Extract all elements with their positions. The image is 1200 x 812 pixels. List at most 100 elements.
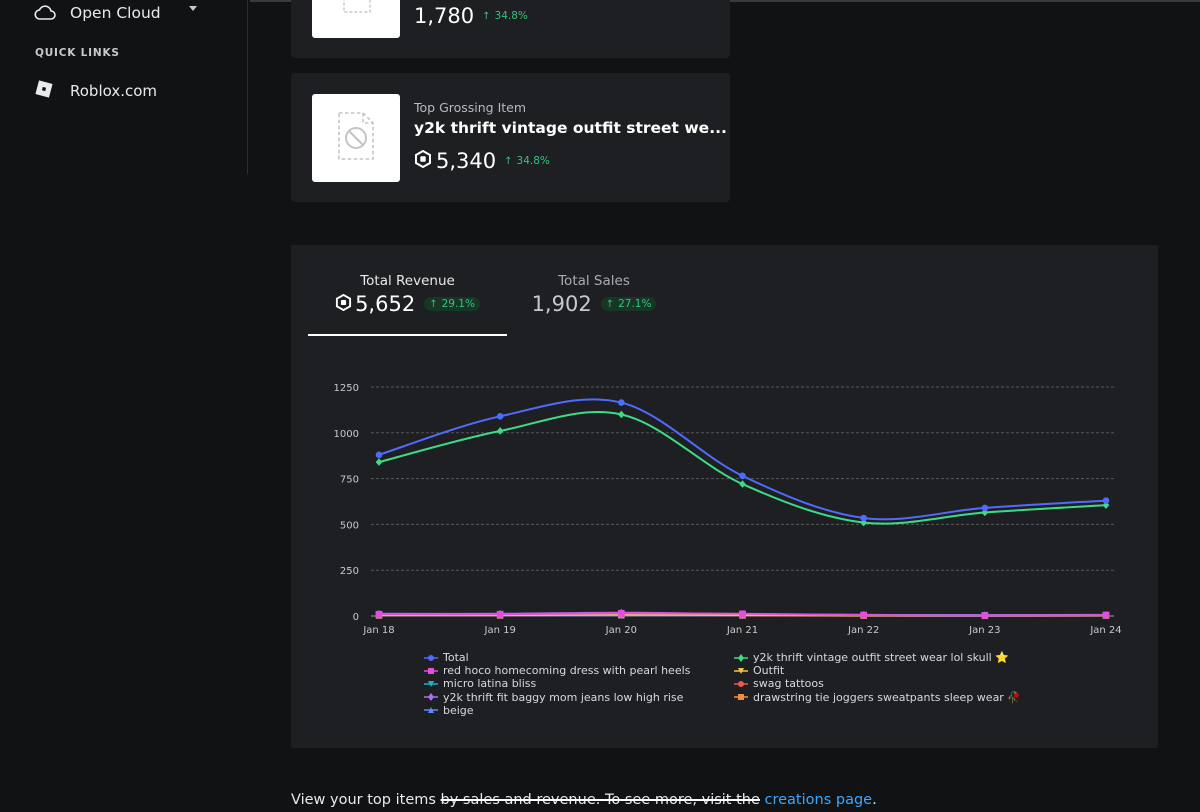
x-tick-label: Jan 22 [847,625,879,636]
quick-link-roblox[interactable]: Roblox.com [34,79,157,103]
card-label: Top Grossing Item [414,100,527,115]
creations-page-link[interactable]: creations page [764,792,873,808]
footer-description: View your top items by sales and revenue… [291,792,877,808]
robux-icon [414,149,432,172]
legend-item[interactable]: drawstring tie joggers sweatpants sleep … [734,691,1021,704]
data-point [981,504,989,512]
data-point [375,458,383,466]
data-point [1102,497,1110,504]
arrow-up-icon: ↑ [504,155,513,167]
legend-label: drawstring tie joggers sweatpants sleep … [753,690,1022,704]
tab-label: Total Sales [558,273,630,289]
data-point [375,451,383,459]
sidebar-item-label: Open Cloud [70,4,161,22]
tab-total-sales[interactable]: Total Sales 1,902 ↑ 27.1% [515,273,673,316]
data-point [496,427,504,435]
tab-total-revenue[interactable]: Total Revenue 5,652 ↑ 29.1% [308,273,507,316]
legend-label: swag tattoos [753,677,824,691]
selected-tab-indicator [308,334,507,336]
x-tick-label: Jan 24 [1089,625,1121,636]
data-point [860,514,867,522]
trend-value: 27.1% [618,298,652,310]
legend-item[interactable]: micro latina bliss [424,677,536,690]
x-tick-label: Jan 23 [968,625,1000,636]
legend-item[interactable]: Total [424,651,469,664]
data-point [618,609,625,617]
data-point [860,611,867,619]
legend-item[interactable]: y2k thrift fit baggy mom jeans low high … [424,691,683,704]
legend-label: y2k thrift fit baggy mom jeans low high … [443,690,684,704]
quick-link-label: Roblox.com [70,82,158,100]
legend-item[interactable]: red hoco homecoming dress with pearl hee… [424,664,690,677]
legend-swatch [734,653,748,662]
trend-badge: ↑ 34.8% [504,155,550,167]
revenue-chart-panel: Total Revenue 5,652 ↑ 29.1% Total Sales … [291,245,1158,748]
legend-swatch [734,694,748,701]
data-point [739,480,746,488]
footer-text-start: View your top items [291,792,441,808]
trend-value: 34.8% [494,10,528,22]
top-item-card[interactable]: 1,780 ↑ 34.8% [291,0,730,58]
data-point [1102,501,1110,509]
y-tick-label: 1250 [334,383,359,394]
data-point [618,410,625,419]
legend-swatch [424,667,438,674]
footer-text-end: . [872,792,877,808]
legend-label: red hoco homecoming dress with pearl hee… [443,664,691,678]
tab-value: 1,902 [531,292,592,316]
card-value-row: 1,780 ↑ 34.8% [414,4,528,28]
legend-item[interactable]: Outfit [734,664,784,677]
data-point [496,413,504,420]
y-tick-label: 0 [353,612,359,623]
trend-badge: ↑ 27.1% [600,297,657,311]
robux-icon [335,293,352,315]
data-point [496,610,504,618]
top-grossing-item-card[interactable]: Top Grossing Item y2k thrift vintage out… [291,73,730,202]
y-tick-label: 250 [340,566,359,577]
legend-item[interactable]: swag tattoos [734,677,824,690]
trend-value: 29.1% [441,298,475,310]
legend-swatch [734,680,748,687]
data-point [739,472,746,480]
trend-badge: ↑ 29.1% [424,297,480,311]
x-tick-label: Jan 19 [484,625,516,636]
x-tick-label: Jan 20 [605,625,637,636]
data-point [375,610,383,618]
card-value: 1,780 [414,4,475,28]
x-tick-label: Jan 21 [726,625,758,636]
legend-item[interactable]: beige [424,704,474,717]
card-value: 5,340 [436,149,497,173]
x-tick-label: Jan 18 [362,625,394,636]
y-tick-label: 750 [340,475,359,486]
legend-label: Total [443,651,469,664]
tab-value-row: 1,902 ↑ 27.1% [515,292,673,316]
legend-swatch [424,693,438,702]
arrow-up-icon: ↑ [429,298,438,310]
quick-links-heading: QUICK LINKS [35,47,120,59]
sidebar-item-open-cloud[interactable]: Open Cloud [34,2,197,24]
tab-value: 5,652 [355,292,416,316]
series-line [378,398,1107,521]
sidebar-divider [247,0,248,174]
data-point [981,612,989,619]
item-thumbnail [312,94,400,182]
data-point [1102,611,1110,619]
tab-value-row: 5,652 ↑ 29.1% [308,292,507,316]
card-value-row: 5,340 ↑ 34.8% [414,149,550,173]
legend-swatch [424,654,438,661]
chevron-down-icon[interactable] [189,6,197,11]
tab-label: Total Revenue [360,273,455,289]
legend-label: micro latina bliss [443,677,537,691]
arrow-up-icon: ↑ [605,298,615,310]
legend-swatch [734,667,748,674]
trend-value: 34.8% [516,155,550,167]
image-unavailable-icon [334,110,378,166]
cloud-icon [34,4,58,22]
legend-swatch [424,680,438,687]
legend-item[interactable]: y2k thrift vintage outfit street wear lo… [734,651,1009,664]
sidebar: Open Cloud QUICK LINKS Roblox.com [0,0,250,812]
legend-label: beige [443,703,474,717]
trend-badge: ↑ 34.8% [482,10,528,22]
legend-label: Outfit [753,664,785,678]
card-title: y2k thrift vintage outfit street we... [414,119,727,137]
